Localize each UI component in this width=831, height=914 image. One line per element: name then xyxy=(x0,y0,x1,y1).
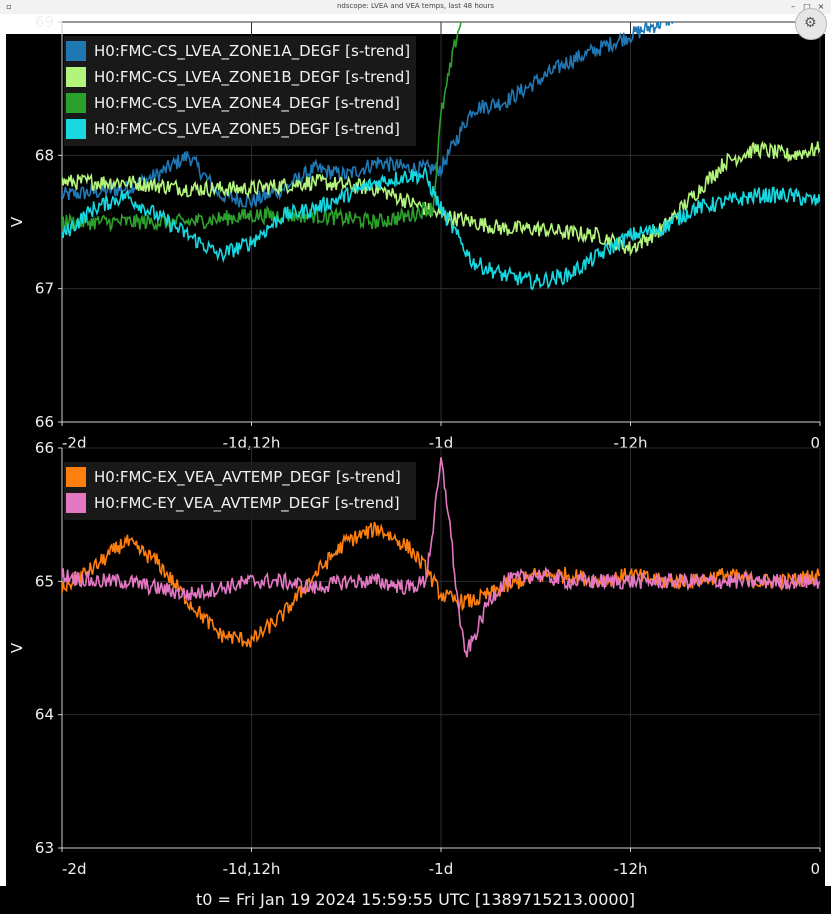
minimize-icon[interactable]: – xyxy=(791,2,795,11)
y-axis-label: V xyxy=(8,642,26,653)
y-tick-label: 66 xyxy=(35,413,54,431)
x-tick-label: 0 xyxy=(810,434,820,452)
charts-svg: 66 67 68 69 -2d -1d,12h -1d -12h 0 V H0:FMC-CS_LVE… xyxy=(8,14,821,878)
series-group-0 xyxy=(62,22,820,291)
y-tick-label: 64 xyxy=(35,706,54,724)
y-tick-label: 65 xyxy=(35,572,54,590)
ndscope-window: 66 67 68 69 -2d -1d,12h -1d -12h 0 V H0:FMC-CS_LVE… xyxy=(0,14,831,914)
t0-footer: t0 = Fri Jan 19 2024 15:59:55 UTC [13897… xyxy=(0,886,831,914)
series-line-0 xyxy=(62,22,674,209)
series-line-0 xyxy=(62,521,820,648)
x-tick-label: -2d xyxy=(62,434,86,452)
legend-label: H0:FMC-CS_LVEA_ZONE1B_DEGF [s-trend] xyxy=(94,68,410,87)
series-line-2 xyxy=(62,22,462,233)
close-icon[interactable]: × xyxy=(817,2,825,11)
window-menu-icon[interactable]: ▫ xyxy=(6,2,12,11)
gear-icon: ⚙ xyxy=(804,15,817,31)
legend-swatch xyxy=(66,119,86,139)
legend-swatch xyxy=(66,41,86,61)
legend-box xyxy=(64,36,416,146)
x-tick-label: -12h xyxy=(613,860,647,878)
legend-swatch xyxy=(66,493,86,513)
series-group-1 xyxy=(62,457,820,658)
legend-swatch xyxy=(66,93,86,113)
y-tick-label: 63 xyxy=(35,839,54,857)
y-tick-label: 69 xyxy=(35,14,54,31)
legend-swatch xyxy=(66,467,86,487)
window-title: ndscope: LVEA and VEA temps, last 48 hou… xyxy=(336,2,495,10)
x-tick-label: -1d,12h xyxy=(223,860,281,878)
x-tick-label: -2d xyxy=(62,860,86,878)
legend-box xyxy=(64,462,416,520)
window-titlebar: ▫ ndscope: LVEA and VEA temps, last 48 h… xyxy=(0,0,831,15)
x-tick-label: 0 xyxy=(810,860,820,878)
legend-label: H0:FMC-CS_LVEA_ZONE5_DEGF [s-trend] xyxy=(94,120,400,139)
scope-settings-button[interactable]: ⚙ xyxy=(795,8,827,40)
y-tick-label: 67 xyxy=(35,280,54,298)
legend-label: H0:FMC-CS_LVEA_ZONE1A_DEGF [s-trend] xyxy=(94,42,410,61)
maximize-icon[interactable]: □ xyxy=(803,2,811,11)
series-line-1 xyxy=(62,457,820,658)
legend-label: H0:FMC-EX_VEA_AVTEMP_DEGF [s-trend] xyxy=(94,468,401,487)
y-tick-label: 66 xyxy=(35,439,54,457)
legend-label: H0:FMC-CS_LVEA_ZONE4_DEGF [s-trend] xyxy=(94,94,400,113)
x-tick-label: -1d xyxy=(429,860,453,878)
legend-label: H0:FMC-EY_VEA_AVTEMP_DEGF [s-trend] xyxy=(94,494,400,513)
legend-swatch xyxy=(66,67,86,87)
series-line-3 xyxy=(62,164,820,291)
y-axis-label: V xyxy=(8,216,26,227)
y-tick-label: 68 xyxy=(35,146,54,164)
